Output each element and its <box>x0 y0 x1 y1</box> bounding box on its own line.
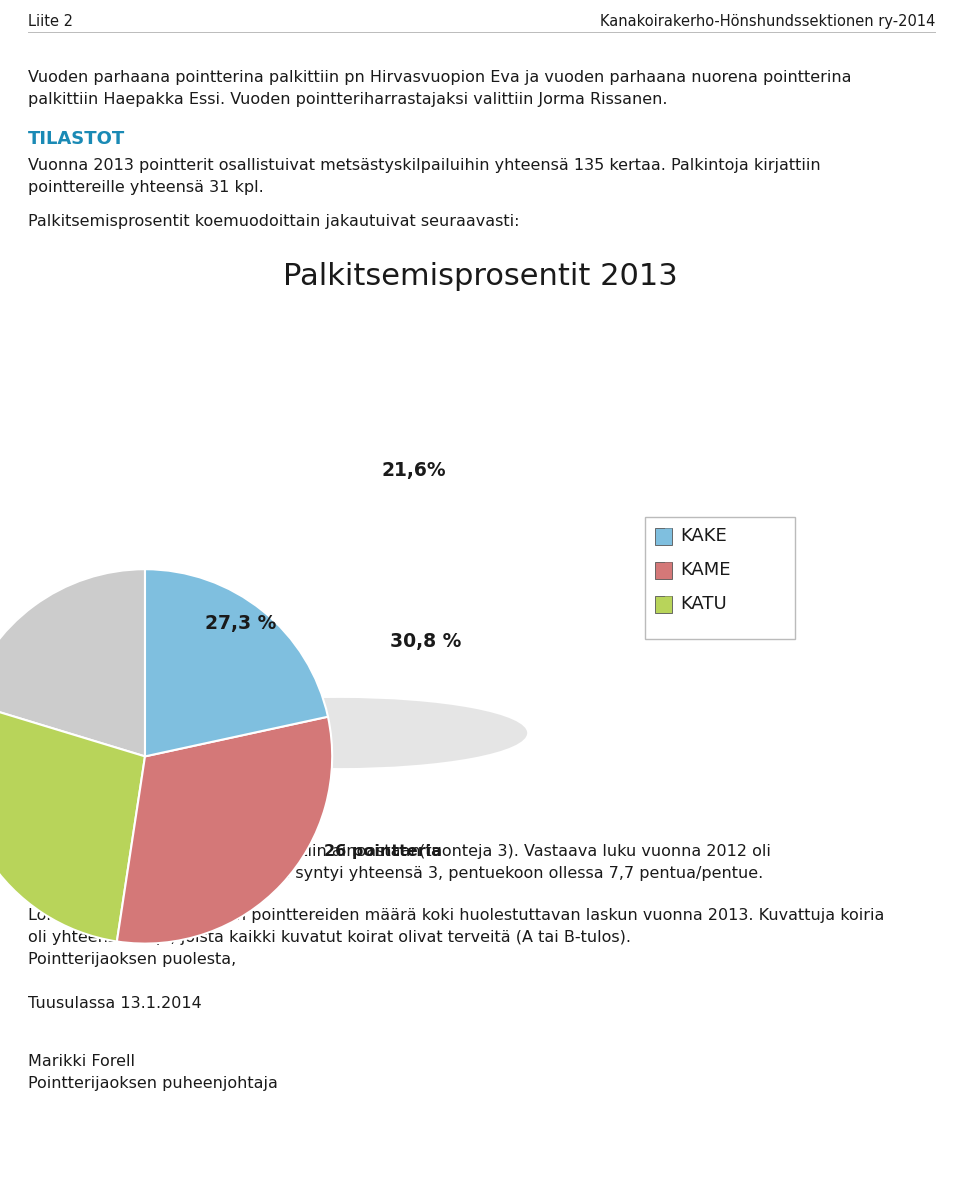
Text: KAME: KAME <box>680 561 731 579</box>
Bar <box>655 562 672 579</box>
Text: 30,8 %: 30,8 % <box>390 632 461 651</box>
Text: (tuonteja 3). Vastaava luku vuonna 2012 oli: (tuonteja 3). Vastaava luku vuonna 2012 … <box>414 844 771 858</box>
Wedge shape <box>0 569 145 756</box>
Wedge shape <box>117 716 332 944</box>
Wedge shape <box>145 569 328 756</box>
Bar <box>655 596 672 613</box>
Text: Kanakoirakerho-Hönshundssektionen ry-2014: Kanakoirakerho-Hönshundssektionen ry-201… <box>600 14 935 29</box>
Text: Pointterijaoksen puolesta,: Pointterijaoksen puolesta, <box>28 952 236 967</box>
Text: Vuoden parhaana pointterina palkittiin pn Hirvasvuopion Eva ja vuoden parhaana n: Vuoden parhaana pointterina palkittiin p… <box>28 70 852 85</box>
Text: Marikki Forell: Marikki Forell <box>28 1054 135 1069</box>
Bar <box>645 517 795 639</box>
Text: Vuonna 2013 Suomessa rekisteröitiin ainoastaan: Vuonna 2013 Suomessa rekisteröitiin aino… <box>28 844 425 858</box>
Text: Palkitsemisprosentit 2013: Palkitsemisprosentit 2013 <box>282 262 678 291</box>
Ellipse shape <box>153 698 527 768</box>
Polygon shape <box>0 785 117 988</box>
Wedge shape <box>0 702 145 942</box>
Text: 27,3 %: 27,3 % <box>205 614 276 633</box>
Bar <box>665 562 672 579</box>
Text: 60 ja vuonna 2011 35. Pentueita syntyi yhteensä 3, pentuekoon ollessa 7,7 pentua: 60 ja vuonna 2011 35. Pentueita syntyi y… <box>28 866 763 881</box>
Text: 21,6%: 21,6% <box>381 461 445 480</box>
Polygon shape <box>0 772 117 988</box>
Bar <box>665 529 672 545</box>
Text: Lonkkadysplasiakuvattujen pointtereiden määrä koki huolestuttavan laskun vuonna : Lonkkadysplasiakuvattujen pointtereiden … <box>28 908 884 923</box>
Text: Pointterijaoksen puheenjohtaja: Pointterijaoksen puheenjohtaja <box>28 1076 277 1091</box>
Text: Vuonna 2013 pointterit osallistuivat metsästyskilpailuihin yhteensä 135 kertaa. : Vuonna 2013 pointterit osallistuivat met… <box>28 158 821 173</box>
Bar <box>655 529 672 545</box>
Text: TILASTOT: TILASTOT <box>28 130 125 148</box>
Text: Liite 2: Liite 2 <box>28 14 73 29</box>
Text: palkittiin Haepakka Essi. Vuoden pointteriharrastajaksi valittiin Jorma Rissanen: palkittiin Haepakka Essi. Vuoden pointte… <box>28 92 667 107</box>
Text: KAKE: KAKE <box>680 527 727 545</box>
Text: Tuusulassa 13.1.2014: Tuusulassa 13.1.2014 <box>28 996 202 1011</box>
Text: Palkitsemisprosentit koemuodoittain jakautuivat seuraavasti:: Palkitsemisprosentit koemuodoittain jaka… <box>28 214 519 229</box>
Text: KATU: KATU <box>680 595 727 613</box>
Text: pointtereille yhteensä 31 kpl.: pointtereille yhteensä 31 kpl. <box>28 181 264 195</box>
Text: oli yhteensä 7 kpl, joista kaikki kuvatut koirat olivat terveitä (A tai B-tulos): oli yhteensä 7 kpl, joista kaikki kuvatu… <box>28 929 631 945</box>
Text: 26 pointteria: 26 pointteria <box>324 844 443 858</box>
Text: Rodun näyttelykäyntejä oli 166 kpl.: Rodun näyttelykäyntejä oli 166 kpl. <box>28 802 313 818</box>
Bar <box>665 596 672 613</box>
